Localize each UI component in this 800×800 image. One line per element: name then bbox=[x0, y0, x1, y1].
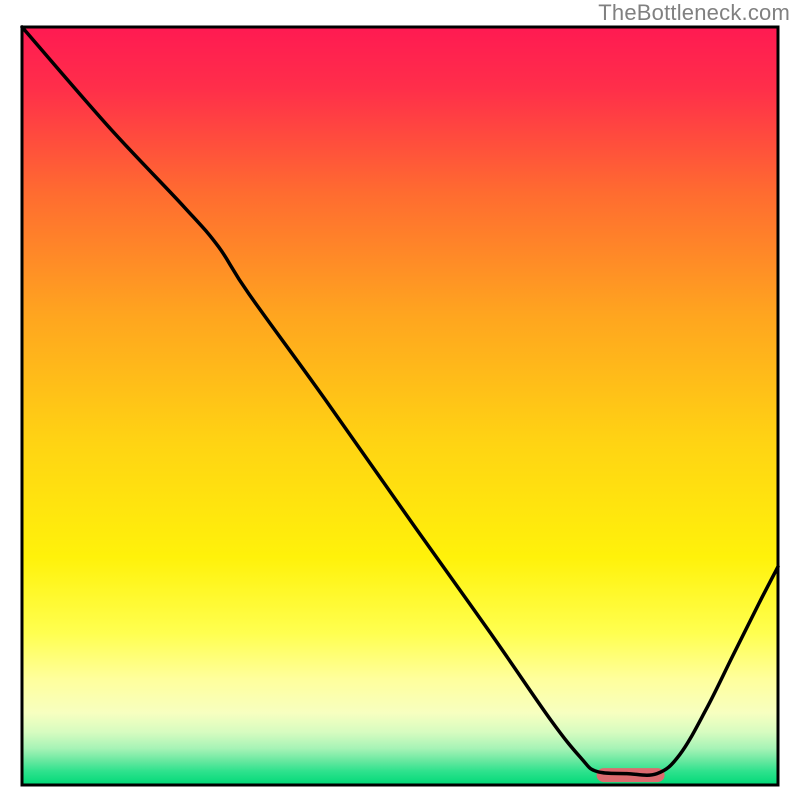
chart-svg bbox=[0, 0, 800, 800]
gradient-background bbox=[22, 27, 778, 785]
chart-canvas: TheBottleneck.com bbox=[0, 0, 800, 800]
